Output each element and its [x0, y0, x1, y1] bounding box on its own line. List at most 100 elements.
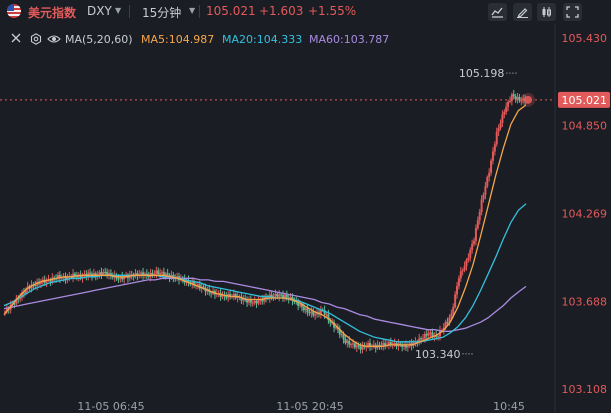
- candle: [423, 333, 426, 339]
- candlestick-icon[interactable]: [537, 3, 556, 21]
- candle: [359, 346, 362, 350]
- candle: [446, 321, 449, 323]
- candle: [435, 335, 438, 337]
- interval-selector[interactable]: 15分钟: [142, 6, 182, 20]
- candle: [176, 276, 179, 279]
- candle: [427, 332, 430, 336]
- close-icon[interactable]: [11, 33, 21, 46]
- candle: [257, 300, 260, 304]
- candle: [437, 336, 440, 338]
- candle: [153, 273, 156, 275]
- candle: [100, 272, 103, 275]
- fullscreen-icon[interactable]: [563, 3, 582, 21]
- settings-icon[interactable]: [30, 33, 42, 48]
- candle: [467, 257, 470, 261]
- candle: [310, 311, 313, 314]
- price-axis: 105.430 105.021 104.850 104.269 103.688 103.1…: [558, 32, 610, 396]
- candle: [333, 322, 336, 328]
- candle: [240, 296, 243, 301]
- ma5-value: MA5:104.987: [141, 33, 215, 46]
- candle: [490, 160, 493, 173]
- candle: [448, 317, 451, 323]
- candle: [507, 101, 510, 107]
- candle: [503, 111, 506, 115]
- candle: [452, 306, 455, 314]
- candle: [456, 286, 459, 295]
- ma20-value: MA20:104.333: [222, 33, 303, 46]
- candle: [391, 343, 394, 345]
- ma20-line: [3, 203, 527, 343]
- candle: [140, 272, 143, 275]
- price-tick-label: 105.430: [562, 32, 608, 45]
- candle: [389, 342, 392, 345]
- candle: [270, 294, 273, 298]
- candle: [53, 277, 56, 279]
- candle: [104, 271, 107, 273]
- ma60-line: [3, 277, 527, 332]
- candle: [323, 310, 326, 315]
- candle: [151, 272, 154, 275]
- candle: [457, 278, 460, 287]
- symbol-dropdown-icon[interactable]: ▼: [115, 6, 122, 15]
- candle: [119, 276, 122, 279]
- candle: [293, 300, 296, 302]
- candle: [484, 186, 487, 195]
- candle: [232, 293, 235, 296]
- candle: [87, 272, 90, 277]
- price-tick-label: 103.108: [562, 383, 608, 396]
- area-chart-icon[interactable]: [488, 3, 507, 21]
- eye-icon[interactable]: [47, 33, 61, 48]
- current-price-halo: [521, 92, 535, 107]
- candle: [251, 302, 254, 304]
- high-annotation: 105.198: [459, 67, 505, 80]
- candle: [421, 338, 424, 340]
- candle: [491, 151, 494, 161]
- ma60-value: MA60:103.787: [309, 33, 390, 46]
- candle: [255, 300, 258, 304]
- candle: [79, 274, 82, 279]
- candle: [229, 294, 232, 297]
- candle: [155, 270, 158, 274]
- candle: [13, 303, 16, 305]
- price-tick-label: 103.688: [562, 295, 608, 308]
- candle: [249, 299, 252, 303]
- candle: [282, 295, 285, 298]
- candle: [132, 275, 135, 277]
- candle: [217, 292, 220, 294]
- candle: [378, 344, 381, 346]
- symbol-code[interactable]: DXY: [87, 4, 112, 18]
- draw-pen-icon[interactable]: [513, 3, 532, 21]
- candle: [461, 270, 464, 272]
- candle: [444, 321, 447, 328]
- candle: [272, 295, 275, 298]
- indicator-legend: MA(5,20,60) MA5:104.987 MA20:104.333 MA6…: [0, 33, 420, 49]
- candle: [508, 101, 511, 103]
- candle: [280, 294, 283, 296]
- candle: [520, 100, 523, 102]
- candle: [495, 131, 498, 145]
- candle: [393, 343, 396, 345]
- candle: [117, 278, 120, 280]
- interval-dropdown-icon[interactable]: ▼: [189, 6, 196, 15]
- candle: [56, 275, 59, 279]
- candle: [480, 199, 483, 212]
- candle: [471, 243, 474, 250]
- candle: [4, 311, 6, 313]
- candle: [469, 249, 472, 258]
- candle: [5, 308, 8, 312]
- candle: [247, 299, 250, 303]
- candle: [297, 301, 300, 306]
- symbol-name[interactable]: 美元指数: [28, 6, 77, 20]
- candle: [253, 300, 256, 303]
- candle: [164, 273, 167, 276]
- candle: [300, 304, 303, 307]
- candle: [191, 281, 194, 285]
- candle: [512, 94, 515, 97]
- last-price: 105.021: [206, 4, 256, 18]
- candle: [401, 345, 404, 347]
- candle: [73, 273, 76, 277]
- candle: [352, 343, 354, 345]
- candle: [474, 228, 477, 241]
- candle: [355, 345, 358, 348]
